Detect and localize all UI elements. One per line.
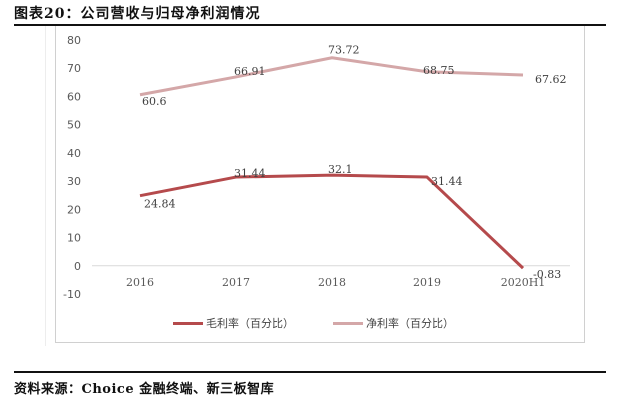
data-label: 68.75: [423, 64, 455, 77]
data-label: -0.83: [533, 268, 561, 281]
data-label: 73.72: [328, 44, 360, 57]
y-tick-label: 70: [67, 62, 81, 75]
source-note: 资料来源：Choice 金融终端、新三板智库: [14, 382, 275, 397]
chart-title: 图表20：公司营收与归母净利润情况: [14, 6, 261, 22]
series-line-net-margin: [139, 56, 524, 97]
y-tick-label: 0: [74, 260, 81, 273]
y-tick-label: 20: [67, 203, 81, 216]
y-tick-label: -10: [63, 288, 81, 301]
data-label: 60.6: [142, 95, 167, 108]
series-line-gross-margin: [139, 173, 525, 270]
data-label: 67.62: [535, 73, 567, 86]
legend-item-net-margin: 净利率（百分比）: [333, 315, 454, 331]
x-tick-label: 2017: [222, 276, 250, 289]
x-tick-label: 2019: [413, 276, 441, 289]
title-divider: [14, 24, 606, 26]
data-label: 66.91: [234, 65, 266, 78]
source-divider: [14, 371, 606, 373]
data-label: 31.44: [234, 167, 266, 180]
x-tick-label: 2020H1: [501, 276, 546, 289]
x-tick-label: 2016: [126, 276, 154, 289]
data-label: 32.1: [328, 163, 353, 176]
legend-swatch-net-margin: [333, 321, 363, 325]
legend-label: 净利率（百分比）: [366, 317, 454, 330]
legend-item-gross-margin: 毛利率（百分比）: [173, 315, 294, 331]
x-tick-label: 2018: [318, 276, 346, 289]
y-tick-label: 80: [67, 34, 81, 47]
y-tick-label: 30: [67, 175, 81, 188]
frame-edge: [45, 26, 46, 346]
chart-frame: [55, 26, 585, 343]
y-tick-label: 10: [67, 232, 81, 245]
data-label: 31.44: [431, 175, 463, 188]
legend-swatch-gross-margin: [173, 321, 203, 325]
y-tick-label: 50: [67, 119, 81, 132]
y-tick-label: 60: [67, 90, 81, 103]
data-label: 24.84: [144, 198, 176, 211]
y-tick-label: 40: [67, 147, 81, 160]
legend-label: 毛利率（百分比）: [206, 317, 294, 330]
